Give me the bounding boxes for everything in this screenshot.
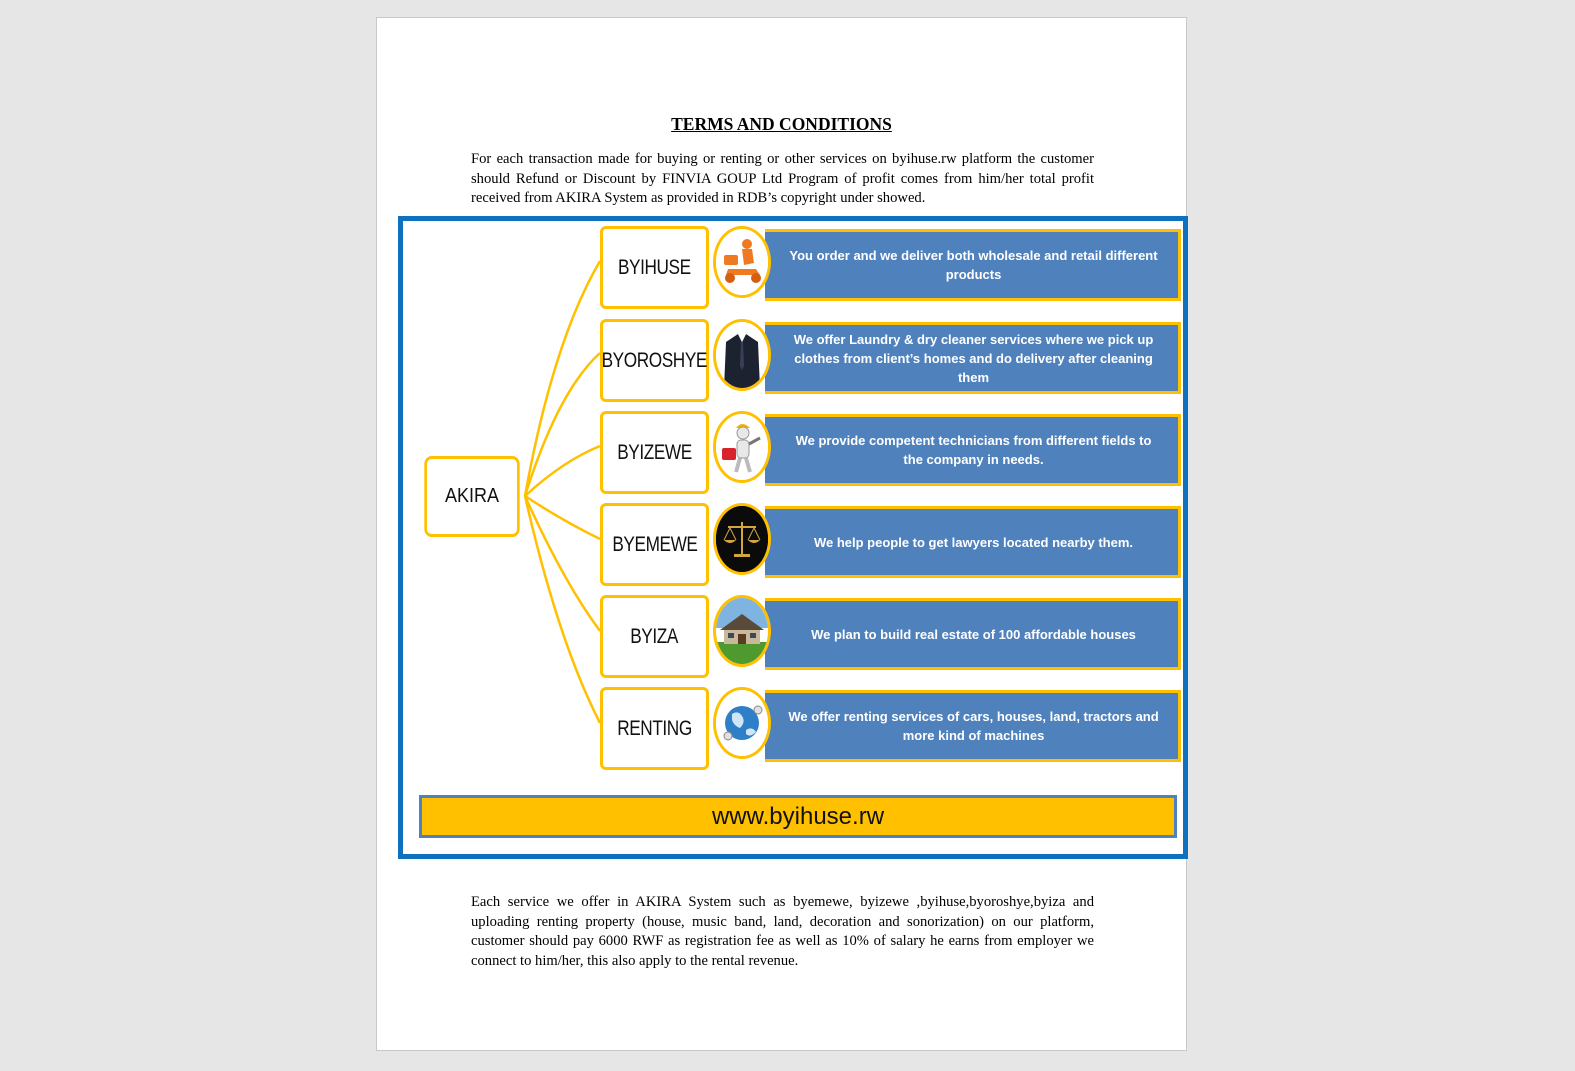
service-node: BYOROSHYE: [600, 319, 709, 402]
service-row: RENTING We offer renting services of car…: [403, 687, 1193, 773]
service-row: BYIZEWE We provide competent technicians…: [403, 411, 1193, 497]
connector-byemewe: [524, 494, 601, 541]
service-description: We plan to build real estate of 100 affo…: [765, 598, 1181, 670]
house-icon: [713, 595, 771, 667]
globe-rental-icon: [713, 687, 771, 759]
connector-byiza: [523, 495, 602, 632]
service-node: BYIZEWE: [600, 411, 709, 494]
fees-paragraph: Each service we offer in AKIRA System su…: [471, 894, 1094, 969]
service-row: BYIHUSE You order and we deliver both wh…: [403, 226, 1193, 312]
document-page: TERMS AND CONDITIONS For each transactio…: [376, 17, 1188, 1051]
connector-byizewe: [524, 444, 601, 497]
website-banner: www.byihuse.rw: [419, 795, 1177, 838]
service-description: We provide competent technicians from di…: [765, 414, 1181, 486]
service-row: BYIZA We plan to build real estate of 10…: [403, 595, 1193, 681]
service-node: BYIZA: [600, 595, 709, 678]
scales-of-justice-icon: [713, 503, 771, 575]
service-node: BYIHUSE: [600, 226, 709, 309]
connector-renting: [523, 495, 602, 724]
connector-byihuse: [523, 260, 602, 497]
page-title: TERMS AND CONDITIONS: [671, 114, 892, 134]
service-description: We help people to get lawyers located ne…: [765, 506, 1181, 578]
service-row: BYEMEWE We help people to get lawyers lo…: [403, 503, 1193, 589]
akira-services-diagram: AKIRA BYIHUSE You order and we deliver b…: [398, 216, 1188, 859]
connector-byoroshye: [523, 352, 601, 497]
root-node-akira: AKIRA: [424, 456, 520, 537]
suit-icon: [713, 319, 771, 391]
delivery-scooter-icon: [713, 226, 771, 298]
service-description: We offer renting services of cars, house…: [765, 690, 1181, 762]
service-node: BYEMEWE: [600, 503, 709, 586]
service-description: We offer Laundry & dry cleaner services …: [765, 322, 1181, 394]
service-row: BYOROSHYE We offer Laundry & dry cleaner…: [403, 319, 1193, 405]
service-node: RENTING: [600, 687, 709, 770]
technician-icon: [713, 411, 771, 483]
service-description: You order and we deliver both wholesale …: [765, 229, 1181, 301]
intro-paragraph: For each transaction made for buying or …: [471, 151, 1094, 206]
connector-lines: [523, 260, 602, 724]
